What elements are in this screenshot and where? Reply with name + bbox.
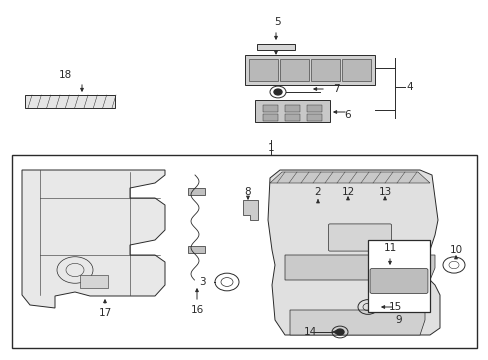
FancyBboxPatch shape [263,114,278,121]
FancyBboxPatch shape [285,105,299,112]
Text: 18: 18 [58,70,71,80]
Polygon shape [289,310,424,335]
Text: 10: 10 [448,245,462,255]
FancyBboxPatch shape [328,224,391,251]
Text: 17: 17 [98,308,111,318]
Polygon shape [285,255,434,280]
FancyBboxPatch shape [306,105,321,112]
Polygon shape [267,170,439,335]
FancyBboxPatch shape [367,240,429,312]
FancyBboxPatch shape [187,188,204,195]
FancyBboxPatch shape [306,114,321,121]
FancyBboxPatch shape [25,95,115,108]
Text: 2: 2 [314,187,321,197]
FancyBboxPatch shape [341,59,370,81]
Text: 6: 6 [344,110,350,120]
Circle shape [335,329,343,335]
FancyBboxPatch shape [285,114,299,121]
Polygon shape [269,172,429,183]
Text: 11: 11 [383,243,396,253]
FancyBboxPatch shape [369,269,427,293]
FancyBboxPatch shape [80,275,108,288]
Polygon shape [339,197,355,213]
Text: 15: 15 [387,302,401,312]
Polygon shape [22,170,164,308]
Text: 13: 13 [378,187,391,197]
FancyBboxPatch shape [257,44,294,50]
FancyBboxPatch shape [248,59,278,81]
Text: 14: 14 [303,327,316,337]
FancyBboxPatch shape [263,105,278,112]
Text: 3: 3 [198,277,205,287]
Text: 4: 4 [406,82,412,92]
Polygon shape [243,200,258,220]
Text: 5: 5 [274,17,281,27]
FancyBboxPatch shape [310,59,339,81]
Text: 16: 16 [190,305,203,315]
Circle shape [273,89,282,95]
Text: 9: 9 [395,315,402,325]
FancyBboxPatch shape [254,100,329,122]
FancyBboxPatch shape [280,59,308,81]
FancyBboxPatch shape [244,55,374,85]
Text: 7: 7 [332,84,339,94]
FancyBboxPatch shape [12,155,476,348]
Text: 12: 12 [341,187,354,197]
FancyBboxPatch shape [187,246,204,253]
Text: 1: 1 [267,143,274,153]
Text: 8: 8 [244,187,251,197]
